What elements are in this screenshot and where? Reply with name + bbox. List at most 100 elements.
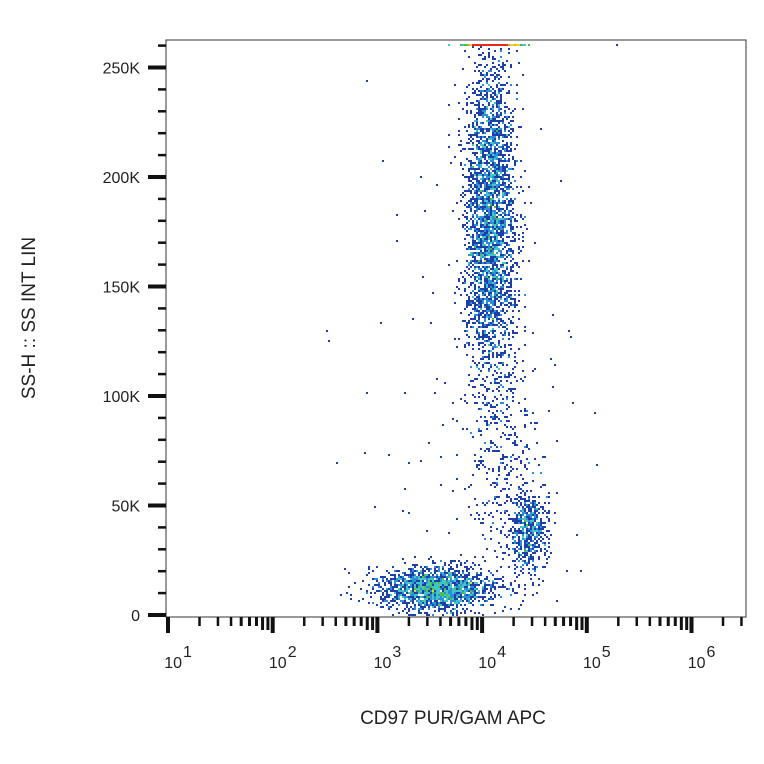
density-bin [464,278,466,280]
density-bin [482,112,484,114]
density-bin [518,552,520,554]
density-bin [484,94,486,96]
density-bin [490,344,492,346]
density-bin [458,134,460,136]
density-bin [478,70,480,72]
density-bin [446,598,448,600]
density-bin [490,148,492,150]
density-bin [486,334,488,336]
density-bin [488,584,490,586]
density-bin [464,394,466,396]
density-bin [488,224,490,226]
density-bin [498,162,500,164]
density-bin [498,340,500,342]
density-bin [536,442,538,444]
density-bin [518,530,520,532]
density-bin [482,502,484,504]
density-bin [500,256,502,258]
density-bin [490,118,492,120]
density-bin [482,586,484,588]
density-bin [446,592,448,594]
density-bin [506,148,508,150]
density-bin [474,206,476,208]
density-bin [476,124,478,126]
density-bin [420,176,422,178]
density-bin [472,134,474,136]
density-bin [478,102,480,104]
density-bin [516,458,518,460]
density-bin [470,326,472,328]
density-bin [500,146,502,148]
density-bin [522,452,524,454]
density-bin [490,152,492,154]
density-bin [492,124,494,126]
density-bin [496,428,498,430]
density-bin [450,576,452,578]
density-bin [500,210,502,212]
density-bin [484,56,486,58]
density-bin [470,172,472,174]
density-bin [502,228,504,230]
density-bin [438,610,440,612]
density-bin [480,92,482,94]
density-bin [494,172,496,174]
density-bin [532,582,534,584]
density-bin [514,218,516,220]
density-bin [486,178,488,180]
density-bin [504,242,506,244]
density-bin [490,512,492,514]
density-bin [474,120,476,122]
density-bin [482,300,484,302]
density-bin [470,312,472,314]
density-bin [488,184,490,186]
density-bin [540,128,542,130]
density-bin [500,250,502,252]
density-bin [426,592,428,594]
density-bin [498,220,500,222]
density-bin [516,558,518,560]
density-bin [478,104,480,106]
density-bin [502,276,504,278]
density-bin [466,206,468,208]
density-bin [400,594,402,596]
density-bin [496,286,498,288]
density-bin [498,90,500,92]
density-bin [486,304,488,306]
density-bin [494,414,496,416]
density-bin [490,260,492,262]
density-bin [476,254,478,256]
density-bin [490,222,492,224]
density-bin [474,298,476,300]
density-bin [490,590,492,592]
density-bin [492,228,494,230]
density-bin [514,160,516,162]
density-bin [484,334,486,336]
density-bin [466,302,468,304]
density-bin [506,188,508,190]
density-bin [492,270,494,272]
density-bin [502,66,504,68]
density-bin [474,186,476,188]
density-bin [482,236,484,238]
density-bin [462,584,464,586]
density-bin [528,520,530,522]
density-bin [418,590,420,592]
density-bin [498,306,500,308]
density-bin [522,478,524,480]
density-bin [476,232,478,234]
density-bin [422,600,424,602]
density-bin [512,468,514,470]
density-bin [486,316,488,318]
density-bin [488,350,490,352]
density-bin [516,530,518,532]
density-bin [354,582,356,584]
density-bin [496,228,498,230]
density-bin [444,588,446,590]
density-bin [488,88,490,90]
density-bin [496,410,498,412]
density-bin [424,600,426,602]
density-bin [566,570,568,572]
density-bin [470,584,472,586]
density-bin [450,588,452,590]
density-bin [384,582,386,584]
